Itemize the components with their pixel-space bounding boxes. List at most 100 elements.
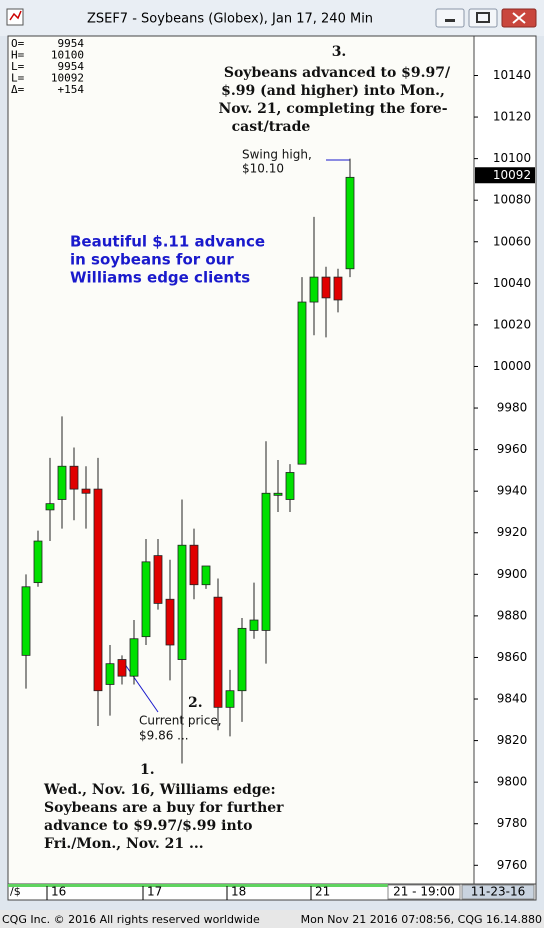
info-value: 9954 [58,60,85,73]
y-tick-label: 10140 [493,68,531,82]
app-icon [6,8,24,26]
candle-body [273,492,283,496]
info-label: L= [11,60,25,73]
info-label: H= [11,49,25,62]
close-glyph [512,12,526,24]
y-tick-label: 10060 [493,234,531,248]
annotation: Nov. 21, completing the fore- [218,101,447,117]
y-tick-label: 9780 [497,816,528,830]
time-axis-strip [8,884,388,887]
x-tick-label: 18 [231,885,246,899]
annotation: Fri./Mon., Nov. 21 ... [44,836,204,852]
candle-body [237,627,247,692]
y-tick-label: 9980 [497,401,528,415]
annotation: Swing high, [242,148,312,162]
info-label: O= [11,37,25,50]
y-tick-label: 10040 [493,276,531,290]
annotation: Soybeans advanced to $9.97/ [224,65,451,81]
candle-body [177,544,187,660]
maximize-glyph [476,12,490,23]
candle-body [261,492,271,631]
x-tick-label: 21 [315,885,330,899]
footer-right: Mon Nov 21 2016 07:08:56, CQG 16.14.880 [301,913,542,926]
y-tick-label: 9800 [497,775,528,789]
annotation: advance to $9.97/$.99 into [44,818,252,834]
axis-corner: /$ [10,885,21,898]
info-value: 10092 [51,72,84,85]
annotation: Williams edge clients [70,269,250,287]
candle-body [153,555,163,604]
y-tick-label: 10100 [493,151,531,165]
candle-body [57,465,67,500]
footer-left: CQG Inc. © 2016 All rights reserved worl… [2,913,260,926]
info-label: Δ= [11,83,25,96]
candle-body [81,488,91,494]
date-label-box [461,884,535,900]
last-price-box [475,167,535,184]
candle-body [165,598,175,646]
candle-body [69,465,79,490]
annotation: $10.10 [242,162,284,176]
info-value: +154 [58,83,85,96]
annotation: $9.86 ... [139,729,189,743]
annotation: Current price, [139,714,222,728]
app-icon-glyph [9,10,22,21]
y-tick-label: 9940 [497,484,528,498]
annotation: cast/trade [232,119,311,135]
candle-body [249,619,259,631]
candle-body [297,301,307,465]
candle-body [225,690,235,708]
annotation: 2. [188,695,203,711]
candle-body [285,472,295,500]
status-bar [0,910,544,928]
info-value: 10100 [51,49,84,62]
window-title: ZSEF7 - Soybeans (Globex), Jan 17, 240 M… [87,12,373,27]
y-tick-label: 10120 [493,110,531,124]
y-tick-label: 9840 [497,692,528,706]
maximize-button[interactable] [468,8,498,28]
y-tick-label: 10080 [493,193,531,207]
annotation: $.99 (and higher) into Mon., [221,83,445,99]
x-tick-label: 17 [147,885,162,899]
candle-body [333,276,343,301]
candle-body [105,663,115,685]
candle-body [93,488,103,692]
annotation: Wed., Nov. 16, Williams edge: [43,782,276,798]
candle-body [345,176,355,270]
candle-body [117,659,127,677]
last-price-label: 10092 [493,168,531,182]
candle-body [189,544,199,586]
annotation: Soybeans are a buy for further [44,800,284,816]
candle-body [201,565,211,586]
info-label: L= [11,72,25,85]
candle-body [321,276,331,299]
time-label-box [387,884,461,900]
candle-body [141,561,151,638]
info-value: 9954 [58,37,85,50]
plot-area [7,35,475,885]
y-tick-label: 9880 [497,608,528,622]
annotation: Beautiful $.11 advance [70,233,265,251]
y-tick-label: 9860 [497,650,528,664]
candle-body [21,586,31,656]
x-tick-label: 16 [51,885,66,899]
y-tick-label: 9760 [497,858,528,872]
y-tick-label: 9920 [497,525,528,539]
annotation: 1. [140,762,155,778]
candle-body [33,540,43,584]
minimize-glyph [445,19,455,22]
candle-body [309,276,319,303]
y-tick-label: 10020 [493,317,531,331]
y-tick-label: 10000 [493,359,531,373]
candle-body [213,596,223,708]
y-tick-label: 9900 [497,567,528,581]
minimize-button[interactable] [435,8,465,28]
x-time-label: 21 - 19:00 [393,885,455,899]
annotation: 3. [332,44,347,60]
candle-body [45,503,55,511]
x-date-label: 11-23-16 [471,885,525,899]
y-tick-label: 9820 [497,733,528,747]
current-price-pointer [121,659,159,713]
